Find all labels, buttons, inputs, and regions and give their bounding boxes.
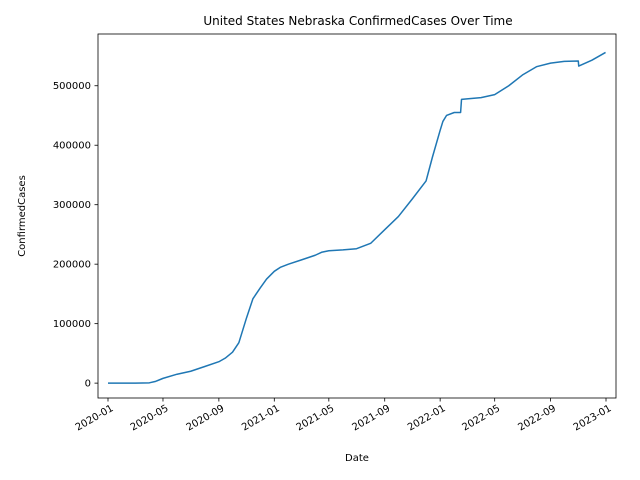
series-line (108, 51, 606, 384)
x-tick-label: 2022-09 (516, 403, 558, 433)
x-tick-label: 2023-01 (572, 403, 614, 433)
x-tick-label: 2020-05 (129, 403, 171, 433)
x-tick-label: 2020-01 (74, 403, 116, 433)
x-tick-label: 2022-01 (406, 403, 448, 433)
x-tick-label: 2021-09 (351, 403, 393, 433)
chart-title: United States Nebraska ConfirmedCases Ov… (203, 14, 512, 28)
y-tick-label: 200000 (53, 260, 91, 271)
y-tick-label: 400000 (53, 141, 91, 152)
y-tick-label: 0 (85, 379, 91, 390)
y-tick-label: 500000 (53, 81, 91, 92)
x-tick-label: 2020-09 (185, 403, 227, 433)
y-axis: 0 100000 200000 300000 400000 500000 (53, 81, 98, 390)
x-tick-label: 2021-01 (240, 403, 282, 433)
x-tick-label: 2022-05 (460, 403, 502, 433)
y-tick-label: 300000 (53, 200, 91, 211)
y-axis-label: ConfirmedCases (17, 175, 28, 257)
x-tick-label: 2021-05 (295, 403, 337, 433)
y-tick-label: 100000 (53, 319, 91, 330)
plot-frame (97, 33, 617, 399)
x-axis: 2020-01 2020-05 2020-09 2021-01 2021-05 2021-… (74, 398, 614, 433)
plot-area (98, 34, 616, 398)
x-axis-label: Date (345, 453, 369, 464)
